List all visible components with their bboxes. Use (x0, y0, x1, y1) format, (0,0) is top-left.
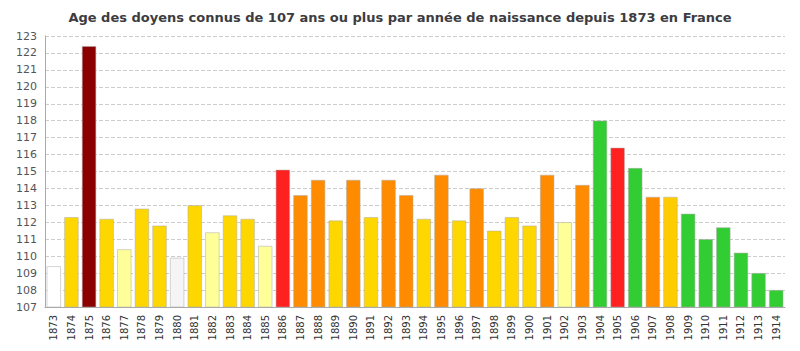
svg-text:118: 118 (16, 114, 37, 127)
svg-text:1892: 1892 (383, 315, 394, 340)
svg-text:1900: 1900 (524, 315, 535, 340)
svg-text:1911: 1911 (718, 315, 729, 340)
svg-text:1906: 1906 (630, 315, 641, 340)
svg-text:121: 121 (16, 63, 37, 76)
svg-text:1898: 1898 (489, 315, 500, 340)
svg-text:107: 107 (16, 301, 37, 314)
svg-text:1887: 1887 (295, 315, 306, 340)
svg-text:1889: 1889 (330, 315, 341, 340)
svg-text:117: 117 (16, 131, 37, 144)
svg-text:1913: 1913 (753, 315, 764, 340)
svg-text:1893: 1893 (401, 315, 412, 340)
svg-text:1902: 1902 (559, 315, 570, 340)
svg-text:1877: 1877 (119, 315, 130, 340)
svg-text:1910: 1910 (700, 315, 711, 340)
svg-text:1886: 1886 (277, 315, 288, 340)
svg-text:108: 108 (16, 284, 37, 297)
svg-text:1895: 1895 (436, 315, 447, 340)
svg-text:122: 122 (16, 46, 37, 59)
svg-text:1899: 1899 (506, 315, 517, 340)
svg-text:114: 114 (16, 182, 37, 195)
svg-text:123: 123 (16, 30, 37, 43)
svg-text:1896: 1896 (454, 315, 465, 340)
svg-text:111: 111 (16, 233, 37, 246)
svg-text:110: 110 (16, 250, 37, 263)
svg-text:116: 116 (16, 148, 37, 161)
svg-text:1879: 1879 (154, 315, 165, 340)
svg-text:1903: 1903 (577, 315, 588, 340)
svg-text:1873: 1873 (48, 315, 59, 340)
svg-text:1890: 1890 (348, 315, 359, 340)
svg-text:1883: 1883 (225, 315, 236, 340)
svg-text:109: 109 (16, 267, 37, 280)
svg-text:1907: 1907 (647, 315, 658, 340)
svg-text:1876: 1876 (101, 315, 112, 340)
svg-text:1908: 1908 (665, 315, 676, 340)
svg-text:115: 115 (16, 165, 37, 178)
svg-text:112: 112 (16, 216, 37, 229)
svg-text:1904: 1904 (595, 315, 606, 340)
svg-text:1880: 1880 (172, 315, 183, 340)
svg-text:1875: 1875 (84, 315, 95, 340)
svg-text:1882: 1882 (207, 315, 218, 340)
svg-text:1891: 1891 (365, 315, 376, 340)
svg-text:1909: 1909 (683, 315, 694, 340)
svg-text:1914: 1914 (771, 315, 782, 340)
svg-text:1888: 1888 (313, 315, 324, 340)
svg-text:1897: 1897 (471, 315, 482, 340)
svg-text:1881: 1881 (189, 315, 200, 340)
svg-text:1894: 1894 (418, 315, 429, 340)
svg-text:Age des doyens connus de 107 a: Age des doyens connus de 107 ans ou plus… (68, 10, 731, 25)
svg-text:1901: 1901 (542, 315, 553, 340)
svg-text:1874: 1874 (66, 315, 77, 340)
svg-text:113: 113 (16, 199, 37, 212)
svg-text:1905: 1905 (612, 315, 623, 340)
svg-text:120: 120 (16, 80, 37, 93)
svg-text:1912: 1912 (735, 315, 746, 340)
svg-text:119: 119 (16, 97, 37, 110)
svg-text:1885: 1885 (260, 315, 271, 340)
svg-text:1878: 1878 (136, 315, 147, 340)
svg-text:1884: 1884 (242, 315, 253, 340)
